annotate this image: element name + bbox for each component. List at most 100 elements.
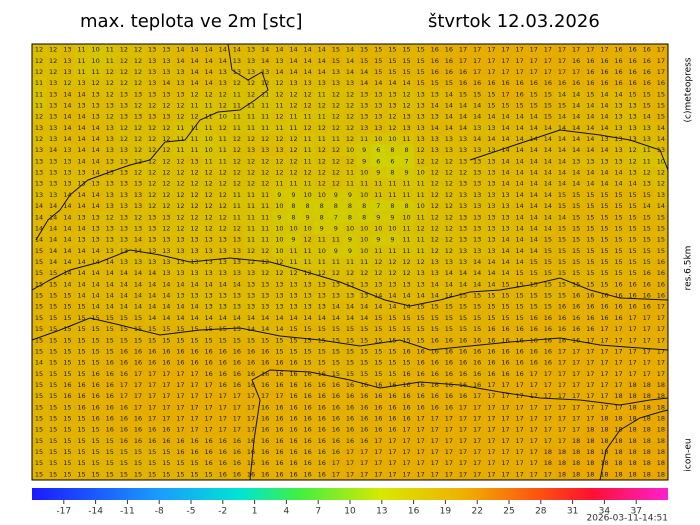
- cell-value: 17: [614, 381, 622, 389]
- grid-cell: [427, 111, 443, 123]
- cell-value: 14: [162, 314, 170, 322]
- grid-cell: [597, 267, 612, 280]
- grid-cell: [554, 200, 570, 212]
- grid-cell: [229, 446, 245, 458]
- grid-cell: [413, 278, 429, 291]
- grid-cell: [427, 278, 443, 291]
- grid-cell: [215, 77, 231, 90]
- cell-value: 12: [346, 269, 354, 277]
- grid-cell: [258, 66, 273, 78]
- cell-value: 14: [530, 169, 538, 177]
- cell-value: 14: [473, 101, 481, 109]
- cell-value: 18: [614, 448, 622, 456]
- grid-cell: [88, 412, 103, 425]
- grid-cell: [258, 401, 273, 414]
- grid-cell: [625, 88, 641, 101]
- cell-value: 15: [360, 57, 368, 65]
- cell-value: 16: [247, 381, 255, 389]
- grid-cell: [201, 44, 217, 56]
- cell-value: 12: [318, 146, 326, 154]
- grid-cell: [597, 278, 612, 291]
- cell-value: 18: [643, 459, 651, 467]
- grid-cell: [470, 155, 485, 168]
- cell-value: 12: [657, 169, 665, 177]
- cell-value: 13: [49, 180, 57, 188]
- grid-cell: [272, 245, 287, 257]
- grid-cell: [371, 289, 386, 302]
- cell-value: 15: [586, 202, 594, 210]
- cell-value: 13: [148, 79, 156, 87]
- cell-value: 14: [190, 68, 198, 76]
- cell-value: 15: [275, 336, 283, 344]
- cell-value: 15: [49, 459, 57, 467]
- cell-value: 11: [303, 113, 311, 121]
- grid-cell: [639, 99, 655, 112]
- grid-cell: [540, 301, 556, 313]
- cell-value: 14: [586, 146, 594, 154]
- grid-cell: [371, 412, 386, 425]
- cell-value: 13: [106, 247, 114, 255]
- grid-cell: [554, 301, 570, 313]
- grid-cell: [611, 345, 626, 358]
- grid-cell: [145, 189, 160, 201]
- grid-cell: [470, 357, 485, 369]
- grid-cell: [286, 234, 301, 246]
- grid-cell: [187, 357, 202, 369]
- grid-cell: [597, 334, 612, 347]
- cell-value: 10: [417, 202, 425, 210]
- grid-cell: [512, 88, 527, 101]
- grid-cell: [512, 55, 527, 67]
- cell-value: 11: [275, 180, 283, 188]
- grid-cell: [102, 334, 118, 347]
- cell-value: 16: [445, 381, 453, 389]
- grid-cell: [653, 88, 669, 101]
- cell-value: 15: [35, 292, 43, 300]
- cell-value: 13: [148, 258, 156, 266]
- grid-cell: [244, 144, 259, 157]
- grid-cell: [272, 178, 287, 190]
- cell-value: 17: [473, 392, 481, 400]
- grid-cell: [215, 234, 231, 246]
- cell-value: 12: [148, 157, 156, 165]
- cell-value: 16: [614, 303, 622, 311]
- cell-value: 11: [176, 124, 184, 132]
- grid-cell: [244, 446, 259, 458]
- cell-value: 18: [643, 426, 651, 434]
- cell-value: 15: [49, 437, 57, 445]
- grid-cell: [484, 435, 499, 447]
- grid-cell: [639, 446, 655, 458]
- grid-cell: [498, 379, 513, 391]
- grid-cell: [413, 457, 429, 470]
- cell-value: 17: [459, 415, 467, 423]
- cell-value: 17: [558, 437, 566, 445]
- grid-cell: [625, 323, 641, 335]
- grid-cell: [399, 390, 414, 403]
- grid-cell: [399, 66, 414, 78]
- grid-cell: [498, 424, 513, 436]
- cell-value: 15: [487, 101, 495, 109]
- cell-value: 9: [390, 236, 394, 244]
- grid-cell: [314, 390, 330, 403]
- grid-cell: [470, 435, 485, 447]
- grid-cell: [540, 435, 556, 447]
- grid-cell: [300, 468, 315, 481]
- cell-value: 17: [572, 46, 580, 54]
- cell-value: 14: [600, 146, 608, 154]
- cell-value: 11: [402, 236, 410, 244]
- grid-cell: [371, 99, 386, 112]
- cell-value: 13: [35, 191, 43, 199]
- grid-cell: [328, 44, 344, 56]
- cell-value: 16: [318, 448, 326, 456]
- cell-value: 18: [657, 470, 665, 478]
- cell-value: 15: [586, 236, 594, 244]
- cell-value: 18: [614, 459, 622, 467]
- grid-cell: [399, 446, 414, 458]
- grid-cell: [173, 345, 188, 358]
- grid-cell: [371, 166, 386, 179]
- cell-value: 14: [63, 280, 71, 288]
- cell-value: 12: [190, 90, 198, 98]
- grid-cell: [427, 66, 443, 78]
- cell-value: 15: [417, 314, 425, 322]
- cell-value: 16: [374, 415, 382, 423]
- cell-value: 13: [261, 292, 269, 300]
